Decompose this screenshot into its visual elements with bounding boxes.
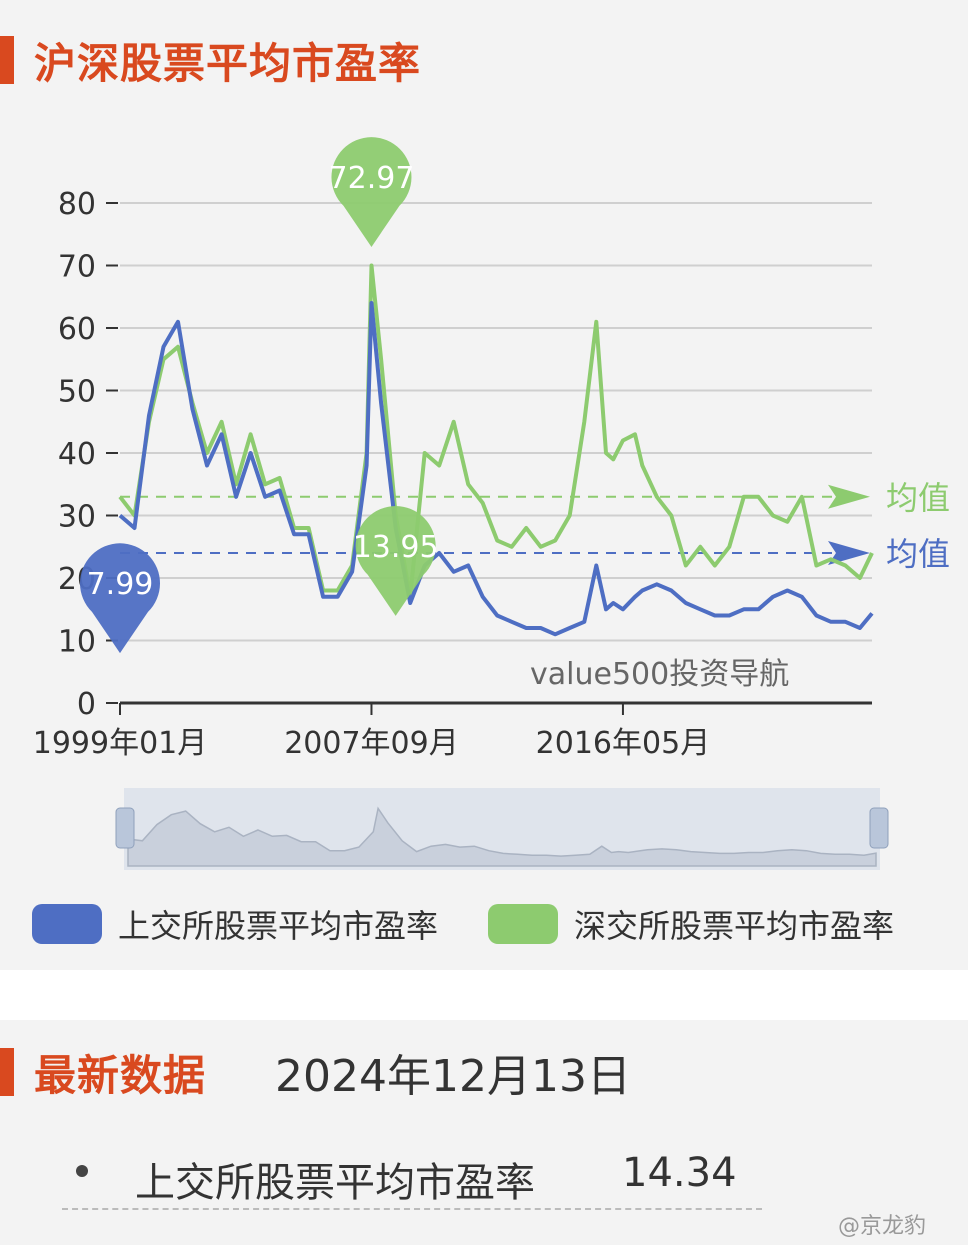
zoom-handle-left-icon[interactable]: [115, 807, 135, 849]
legend-swatch-szse: [488, 904, 558, 944]
y-tick-label: 0: [77, 687, 96, 722]
y-tick-label: 70: [58, 250, 96, 285]
grid-lines: [120, 202, 872, 642]
latest-accent-bar: [0, 1048, 14, 1096]
series-line: [118, 301, 874, 637]
x-tick-label: 1999年01月: [33, 726, 208, 761]
data-zoom-slider: [115, 788, 889, 870]
y-tick-label: 40: [58, 437, 96, 472]
title-accent-bar: [0, 36, 14, 84]
zoom-preview-area: [127, 806, 877, 867]
latest-row-value: 14.34: [622, 1150, 737, 1196]
marker-label: 72.97: [329, 161, 415, 196]
mean-label: 均值: [886, 535, 950, 573]
row-divider: [62, 1208, 762, 1210]
marker-pin: 7.99: [80, 543, 160, 654]
x-axis: 1999年01月 2007年09月 2016年05月: [33, 701, 872, 761]
page-title: 沪深股票平均市盈率: [34, 39, 422, 88]
y-tick-label: 60: [58, 312, 96, 347]
y-tick-label: 80: [58, 187, 96, 222]
chart-annotation: value500投资导航: [530, 657, 789, 692]
series-line: [118, 263, 874, 599]
legend-label-szse: 深交所股票平均市盈率: [574, 907, 895, 945]
x-tick-label: 2007年09月: [284, 726, 459, 761]
y-tick-label: 30: [58, 500, 96, 535]
zoom-handle-right-icon[interactable]: [869, 807, 889, 849]
mean-label: 均值: [886, 479, 950, 517]
value-markers: 72.97 13.95 7.99: [80, 137, 439, 654]
latest-date: 2024年12月13日: [275, 1051, 631, 1102]
marker-pin-shape: [355, 506, 436, 616]
marker-pin: 13.95: [353, 506, 439, 616]
legend-swatch-sse: [32, 904, 102, 944]
section-gap: [0, 970, 968, 1020]
series-lines: [118, 263, 874, 637]
latest-row-label: 上交所股票平均市盈率: [135, 1160, 535, 1206]
latest-panel: [0, 1020, 968, 1245]
latest-section-title: 最新数据: [34, 1051, 207, 1100]
legend-item-szse[interactable]: 深交所股票平均市盈率: [488, 902, 894, 946]
marker-pin: 72.97: [329, 137, 415, 247]
legend-label-sse: 上交所股票平均市盈率: [118, 907, 439, 945]
marker-pin-shape: [80, 543, 160, 654]
mean-arrow-icon: [828, 541, 870, 565]
marker-label: 7.99: [87, 567, 154, 602]
marker-label: 13.95: [353, 530, 439, 565]
watermark: @京龙豹: [838, 1214, 927, 1239]
legend-item-sse[interactable]: 上交所股票平均市盈率: [32, 902, 438, 946]
mean-arrow-icon: [828, 484, 870, 509]
bullet-icon: [76, 1165, 88, 1177]
y-tick-label: 50: [58, 375, 96, 410]
x-tick-label: 2016年05月: [536, 726, 711, 761]
y-tick-label: 10: [58, 625, 96, 660]
marker-pin-shape: [331, 137, 412, 247]
